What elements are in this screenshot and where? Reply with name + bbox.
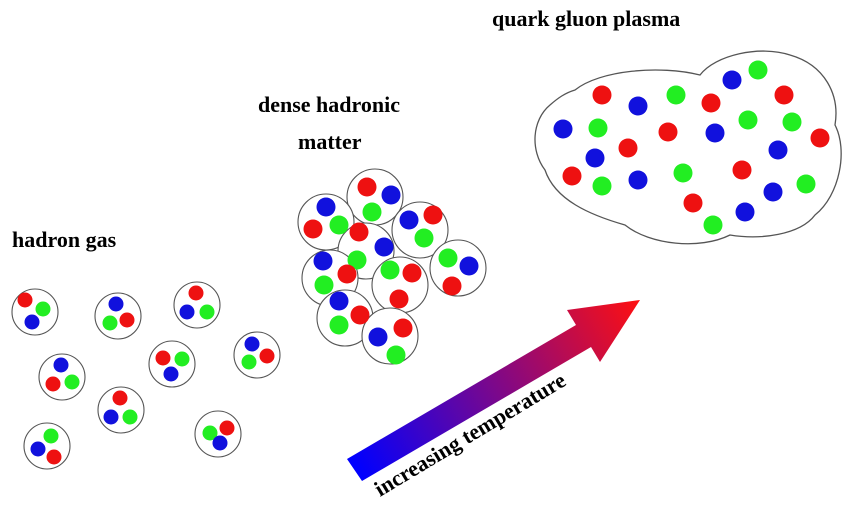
quark — [562, 166, 582, 186]
label-qgp: quark gluon plasma — [492, 6, 680, 31]
particles-layer — [11, 60, 830, 470]
quark — [108, 296, 124, 312]
quark — [380, 260, 400, 280]
quark — [357, 177, 377, 197]
quark — [585, 148, 605, 168]
quark — [810, 128, 830, 148]
quark — [735, 202, 755, 222]
quark — [628, 96, 648, 116]
quark — [24, 314, 40, 330]
quark — [103, 409, 119, 425]
quark — [774, 85, 794, 105]
quark — [199, 304, 215, 320]
quark — [316, 197, 336, 217]
quark — [329, 315, 349, 335]
quark — [442, 276, 462, 296]
quark — [368, 327, 388, 347]
quark — [459, 256, 479, 276]
quark — [163, 366, 179, 382]
quark — [374, 237, 394, 257]
quark — [46, 449, 62, 465]
quark — [350, 305, 370, 325]
quark — [673, 163, 693, 183]
quark — [628, 170, 648, 190]
quark — [329, 215, 349, 235]
quark — [53, 357, 69, 373]
quark — [179, 304, 195, 320]
quark — [174, 351, 190, 367]
quark — [386, 345, 406, 365]
quark — [64, 374, 80, 390]
label-dense-line1: dense hadronic — [258, 92, 400, 117]
quark — [423, 205, 443, 225]
plasma-cloud — [534, 50, 842, 245]
quark — [768, 140, 788, 160]
quark — [347, 250, 367, 270]
quark — [349, 222, 369, 242]
label-dense-line2: matter — [298, 129, 362, 154]
quark — [244, 336, 260, 352]
quark — [393, 318, 413, 338]
quark — [592, 85, 612, 105]
quark — [43, 428, 59, 444]
quark — [381, 185, 401, 205]
quark — [414, 228, 434, 248]
quark — [202, 425, 218, 441]
quark — [402, 263, 422, 283]
quark — [102, 315, 118, 331]
quark — [45, 376, 61, 392]
quark — [219, 420, 235, 436]
quark — [701, 93, 721, 113]
quark — [588, 118, 608, 138]
quark — [658, 122, 678, 142]
quark — [329, 291, 349, 311]
quark — [112, 390, 128, 406]
quark — [119, 312, 135, 328]
quark — [362, 202, 382, 222]
quark — [155, 350, 171, 366]
quark — [438, 248, 458, 268]
quark — [399, 210, 419, 230]
quark — [35, 301, 51, 317]
quark — [738, 110, 758, 130]
quark — [188, 285, 204, 301]
quark — [782, 112, 802, 132]
quark — [618, 138, 638, 158]
label-hadron-gas: hadron gas — [12, 227, 117, 252]
quark — [212, 435, 228, 451]
quark — [17, 292, 33, 308]
quark — [259, 348, 275, 364]
quark — [337, 264, 357, 284]
quark — [592, 176, 612, 196]
quark — [389, 289, 409, 309]
quark — [796, 174, 816, 194]
quark — [683, 193, 703, 213]
temperature-arrow — [347, 300, 640, 481]
quark — [122, 409, 138, 425]
quark — [666, 85, 686, 105]
quark — [553, 119, 573, 139]
quark — [313, 251, 333, 271]
quark — [303, 219, 323, 239]
quark — [748, 60, 768, 80]
quark — [241, 354, 257, 370]
quark — [705, 123, 725, 143]
quark — [763, 182, 783, 202]
quark — [30, 441, 46, 457]
quark — [722, 70, 742, 90]
quark — [732, 160, 752, 180]
quark — [703, 215, 723, 235]
quark — [314, 275, 334, 295]
